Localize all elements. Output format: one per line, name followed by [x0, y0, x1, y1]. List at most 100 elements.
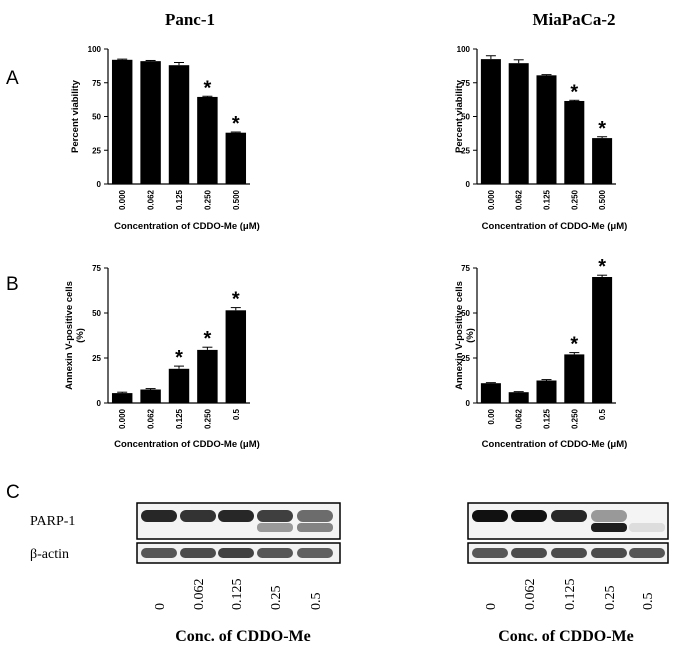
- x-tick-label: 0.250: [203, 408, 212, 429]
- y-tick-label: 50: [461, 309, 470, 318]
- lane-label: 0.125: [230, 579, 245, 611]
- x-tick-label: 0.250: [203, 189, 212, 210]
- bar: [111, 393, 133, 403]
- y-tick-label: 75: [461, 79, 470, 88]
- bar: [111, 59, 133, 184]
- y-axis-label: (%): [465, 328, 476, 343]
- bar: [480, 383, 501, 403]
- parp-cleaved-band: [591, 523, 627, 532]
- actin-band: [591, 548, 627, 558]
- actin-band: [297, 548, 333, 558]
- bar: [197, 96, 218, 184]
- x-axis-label: Concentration of CDDO-Me (μM): [482, 221, 628, 232]
- parp-band: [180, 510, 216, 522]
- bar: [140, 389, 161, 403]
- significance-marker: *: [570, 81, 578, 103]
- x-tick-label: 0.00: [487, 408, 496, 424]
- y-tick-label: 0: [97, 180, 102, 189]
- parp-band: [257, 510, 293, 522]
- bar: [140, 61, 161, 184]
- y-tick-label: 0: [466, 180, 471, 189]
- lane-label: 0: [484, 603, 499, 610]
- blot-xlabel-miapaca2: Conc. of CDDO-Me: [498, 628, 634, 645]
- bar: [592, 277, 613, 403]
- parp-cleaved-band: [629, 523, 665, 532]
- bar: [536, 75, 557, 184]
- lane-label: 0.062: [192, 579, 207, 611]
- x-tick-label: 0.000: [118, 189, 127, 210]
- x-tick-label: 0.062: [147, 189, 156, 210]
- y-tick-label: 100: [457, 45, 471, 54]
- x-tick-label: 0.5: [232, 408, 241, 420]
- bar: [592, 138, 613, 184]
- y-axis-label: (%): [75, 328, 86, 343]
- y-tick-label: 25: [461, 146, 470, 155]
- actin-band: [551, 548, 587, 558]
- y-axis-label: Percent viability: [70, 79, 81, 153]
- panc1-title: Panc-1: [165, 10, 215, 29]
- x-tick-label: 0.500: [232, 189, 241, 210]
- bar: [480, 59, 501, 184]
- lane-label: 0.5: [641, 593, 656, 611]
- bar: [564, 354, 585, 403]
- bar: [168, 368, 190, 403]
- x-tick-label: 0.125: [175, 189, 184, 210]
- x-axis-label: Concentration of CDDO-Me (μM): [114, 221, 260, 232]
- y-axis-label: Percent viability: [454, 79, 465, 153]
- bar: [508, 63, 529, 184]
- bar: [536, 380, 557, 403]
- actin-band: [472, 548, 508, 558]
- chart-panc1-viability: 0 25 50 75 100 0.000 0.062 0.125 * 0.250 * 0.500 Per…: [70, 45, 260, 232]
- significance-marker: *: [232, 113, 240, 135]
- actin-band: [180, 548, 216, 558]
- y-tick-label: 50: [92, 113, 101, 122]
- x-tick-label: 0.000: [487, 189, 496, 210]
- parp-band: [141, 510, 177, 522]
- x-tick-label: 0.125: [543, 189, 552, 210]
- x-tick-label: 0.000: [118, 408, 127, 429]
- chart-miapaca2-viability: 0 25 50 75 100 0.000 0.062 0.125 * 0.250 * 0.500 Per…: [454, 45, 627, 232]
- significance-marker: *: [232, 289, 240, 311]
- y-tick-label: 25: [461, 354, 470, 363]
- actin-band: [511, 548, 547, 558]
- parp-band: [218, 510, 254, 522]
- parp-band: [591, 510, 627, 522]
- panel-label-a: A: [6, 68, 19, 89]
- actin-band: [257, 548, 293, 558]
- lane-label: 0.25: [603, 586, 618, 611]
- chart-panc1-annexin: 0 25 50 75 0.000 0.062 * 0.125 * 0.250 * 0.5 Annexin…: [64, 264, 260, 450]
- y-axis-label: Annexin V-positive cells: [454, 281, 465, 390]
- significance-marker: *: [204, 77, 212, 99]
- miapaca2-title: MiaPaCa-2: [532, 10, 615, 29]
- blot-panc1: 0 0.062 0.125 0.25 0.5: [136, 502, 341, 611]
- bar: [225, 310, 247, 403]
- x-tick-label: 0.250: [570, 189, 579, 210]
- y-tick-label: 100: [88, 45, 102, 54]
- x-tick-label: 0.125: [543, 408, 552, 429]
- y-tick-label: 75: [461, 264, 470, 273]
- actin-band: [218, 548, 254, 558]
- x-axis-label: Concentration of CDDO-Me (μM): [482, 439, 628, 450]
- lane-label: 0: [153, 603, 168, 610]
- significance-marker: *: [175, 347, 183, 369]
- x-tick-label: 0.125: [175, 408, 184, 429]
- parp-cleaved-band: [257, 523, 293, 532]
- y-tick-label: 0: [97, 399, 102, 408]
- parp-band: [472, 510, 508, 522]
- panel-label-b: B: [6, 274, 19, 295]
- y-tick-label: 25: [92, 354, 101, 363]
- x-tick-label: 0.5: [598, 408, 607, 420]
- bar: [508, 392, 529, 403]
- parp-cleaved-band: [297, 523, 333, 532]
- x-tick-label: 0.250: [570, 408, 579, 429]
- blot-label-parp1: PARP-1: [30, 514, 75, 529]
- lane-label: 0.125: [563, 579, 578, 611]
- blot-label-actin: β-actin: [30, 547, 69, 562]
- significance-marker: *: [598, 118, 606, 140]
- x-tick-label: 0.500: [598, 189, 607, 210]
- significance-marker: *: [570, 334, 578, 356]
- blot-miapaca2: 0 0.062 0.125 0.25 0.5: [467, 502, 669, 611]
- bar: [197, 349, 218, 403]
- chart-miapaca2-annexin: 0 25 50 75 0.00 0.062 0.125 * 0.250 * 0.5 Annexin V…: [454, 256, 627, 450]
